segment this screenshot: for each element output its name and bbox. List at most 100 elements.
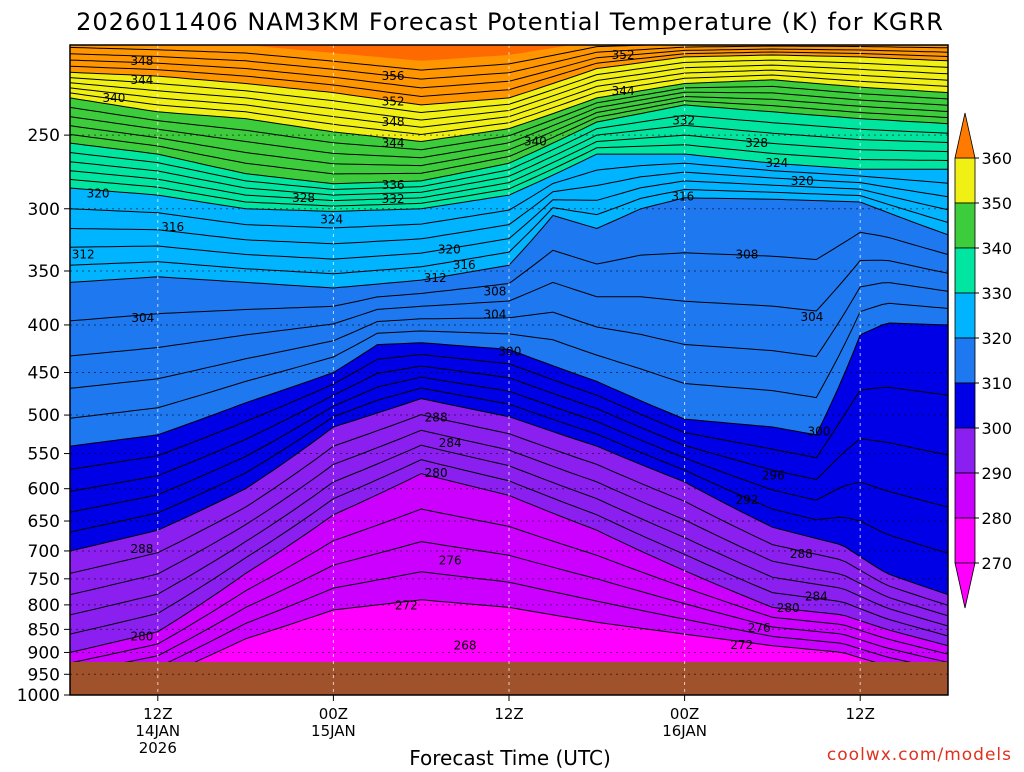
y-tick-label: 400 (28, 316, 60, 336)
contour-label: 344 (382, 136, 405, 150)
contour-label: 316 (161, 220, 184, 234)
contour-278 (70, 508, 948, 664)
contour-label: 300 (498, 344, 521, 358)
contour-304 (70, 282, 948, 389)
contour-label: 300 (807, 425, 830, 439)
contour-label: 280 (131, 629, 154, 643)
colorbar-segment (954, 292, 976, 339)
y-tick-label: 300 (28, 200, 60, 220)
contour-316 (70, 171, 948, 245)
colorbar-label: 320 (981, 329, 1012, 348)
contour-label: 320 (87, 187, 110, 201)
colorbar-top-arrow (954, 112, 976, 159)
colorbar-bottom-arrow (954, 562, 976, 609)
contour-label: 348 (131, 54, 154, 68)
x-tick-time: 00Z (319, 705, 348, 723)
contour-label: 324 (765, 156, 788, 170)
colorbar-segment (954, 337, 976, 384)
colorbar-label: 280 (981, 509, 1012, 528)
source-watermark: coolwx.com/models (827, 745, 1012, 765)
contour-label: 280 (777, 601, 800, 615)
contour-label: 328 (745, 136, 768, 150)
colorbar-segment (954, 382, 976, 429)
contour-294 (70, 376, 948, 513)
contour-label: 344 (612, 84, 635, 98)
contour-300 (70, 322, 948, 447)
contour-label: 288 (790, 547, 813, 561)
contour-label: 296 (762, 469, 785, 483)
y-tick-label: 450 (28, 364, 60, 384)
y-tick-label: 550 (28, 445, 60, 465)
colorbar-segment (954, 517, 976, 564)
contour-label: 340 (102, 91, 125, 105)
colorbar-segment (954, 472, 976, 519)
x-tick-time: 12Z (143, 705, 172, 723)
contour-326 (70, 124, 948, 196)
contour-318 (70, 162, 948, 229)
contour-324 (70, 134, 948, 202)
contour-274 (70, 571, 948, 684)
x-tick-year: 2026 (139, 739, 177, 757)
colorbar-label: 310 (981, 374, 1012, 393)
contour-label: 272 (395, 598, 418, 612)
x-tick-time: 12Z (494, 705, 523, 723)
y-axis: 250 300 350 400 450 500 550 600 650 700 750 800 850 9… (17, 126, 70, 706)
colorbar-label: 270 (981, 554, 1012, 573)
y-tick-label: 900 (28, 643, 60, 663)
contour-label: 344 (131, 73, 154, 87)
contour-label: 312 (424, 271, 447, 285)
contour-label: 348 (382, 115, 405, 129)
y-tick-label: 250 (28, 126, 60, 146)
y-tick-label: 850 (28, 620, 60, 640)
contour-312 (70, 188, 948, 275)
contour-label: 324 (320, 212, 343, 226)
contour-330 (70, 104, 948, 185)
colorbar-segment (954, 247, 976, 294)
contour-label: 312 (72, 248, 95, 262)
colorbar-label: 300 (981, 419, 1012, 438)
contour-310 (70, 197, 948, 289)
contour-label: 304 (800, 310, 823, 324)
contour-label: 340 (524, 135, 547, 149)
contour-label: 288 (131, 542, 154, 556)
x-tick-date: 14JAN (135, 722, 180, 740)
contour-label: 332 (382, 192, 405, 206)
contour-label: 320 (438, 243, 461, 257)
contour-label: 276 (748, 621, 771, 635)
y-tick-label: 500 (28, 406, 60, 426)
contour-label: 292 (735, 493, 758, 507)
gridlines (70, 45, 948, 696)
contour-label: 268 (454, 639, 477, 653)
chart-title: 2026011406 NAM3KM Forecast Potential Tem… (76, 8, 944, 36)
y-tick-label: 700 (28, 542, 60, 562)
y-tick-label: 650 (28, 512, 60, 532)
contour-334 (70, 95, 948, 167)
contour-label: 308 (735, 248, 758, 262)
y-tick-label: 800 (28, 596, 60, 616)
colorbar-segment (954, 157, 976, 204)
contour-338 (70, 85, 948, 151)
contour-296 (70, 365, 948, 492)
contour-label: 308 (483, 284, 506, 298)
colorbar-segment (954, 202, 976, 249)
contour-label: 280 (425, 466, 448, 480)
contour-276 (70, 541, 948, 674)
contour-356 (70, 45, 948, 80)
contour-306 (70, 259, 948, 357)
colorbar-segment (954, 427, 976, 474)
colorbar-label: 290 (981, 464, 1012, 483)
colorbar-label: 330 (981, 284, 1012, 303)
x-tick-date: 16JAN (662, 722, 707, 740)
contour-lines (70, 45, 948, 694)
contour-label: 272 (730, 638, 753, 652)
contour-label: 276 (439, 554, 462, 568)
contour-labels: 3483443403563523483443523443403323283243… (72, 48, 831, 653)
contour-label: 320 (791, 174, 814, 188)
contour-340 (70, 79, 948, 143)
contour-322 (70, 144, 948, 207)
y-tick-label: 600 (28, 480, 60, 500)
contour-label: 288 (425, 410, 448, 424)
contour-332 (70, 100, 948, 175)
y-tick-label: 1000 (17, 686, 60, 706)
